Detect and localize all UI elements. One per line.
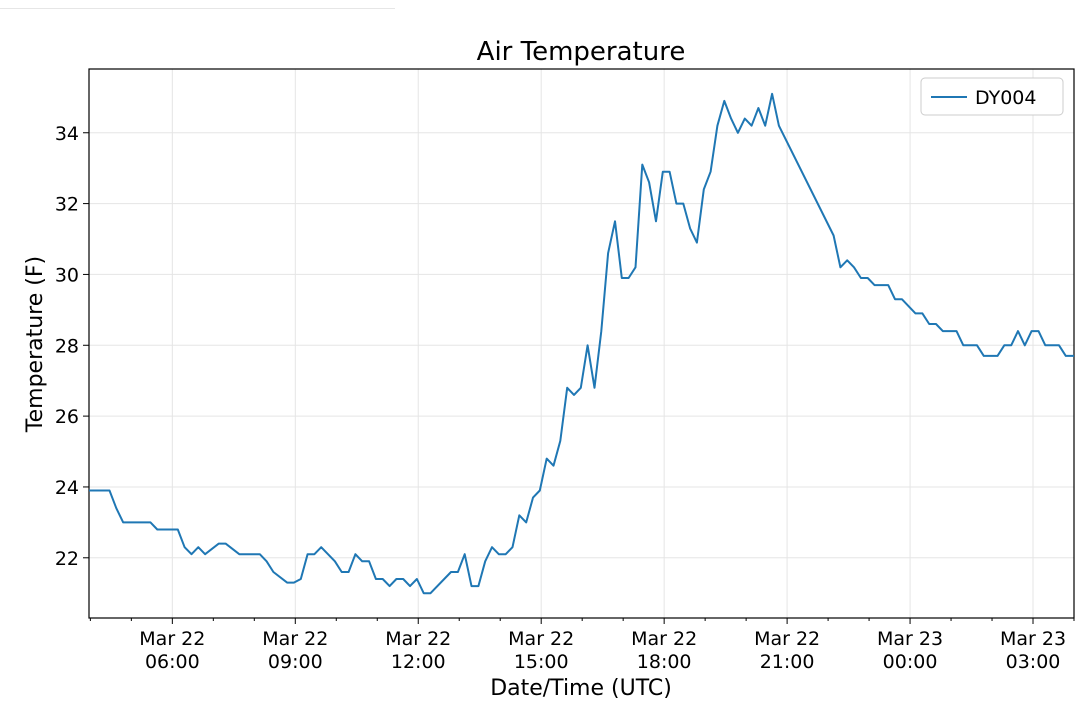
grid [89, 69, 1074, 618]
y-axis-label: Temperature (F) [23, 256, 48, 433]
legend: DY004 [920, 77, 1064, 116]
x-tick-date: Mar 22 [385, 628, 451, 650]
x-tick-date: Mar 23 [877, 628, 943, 650]
y-tick-label: 34 [55, 123, 79, 145]
y-tick-label: 22 [55, 548, 79, 570]
x-axis-label: Date/Time (UTC) [490, 676, 672, 701]
y-axis: 22 24 26 28 30 32 34 [55, 123, 89, 570]
chart-title: Air Temperature [477, 37, 686, 67]
series-line-dy004 [89, 92, 1074, 595]
x-tick-date: Mar 22 [508, 628, 574, 650]
y-tick-label: 26 [55, 406, 79, 428]
x-tick-time: 00:00 [883, 651, 938, 673]
y-tick-label: 24 [55, 477, 79, 499]
y-tick-label: 30 [55, 264, 79, 286]
y-tick-label: 28 [55, 335, 79, 357]
x-tick-date: Mar 23 [1000, 628, 1066, 650]
x-tick-date: Mar 22 [631, 628, 697, 650]
top-divider [0, 8, 395, 9]
x-tick-time: 06:00 [145, 651, 200, 673]
y-tick-label: 32 [55, 194, 79, 216]
legend-box [920, 77, 1064, 116]
x-tick-date: Mar 22 [262, 628, 328, 650]
x-tick-date: Mar 22 [139, 628, 205, 650]
x-tick-time: 15:00 [514, 651, 569, 673]
legend-label-dy004: DY004 [975, 87, 1036, 109]
x-tick-time: 18:00 [637, 651, 692, 673]
x-tick-date: Mar 22 [754, 628, 820, 650]
x-tick-time: 03:00 [1006, 651, 1061, 673]
x-tick-time: 09:00 [268, 651, 323, 673]
plot-frame [88, 68, 1075, 619]
x-tick-time: 12:00 [391, 651, 446, 673]
x-tick-time: 21:00 [760, 651, 815, 673]
